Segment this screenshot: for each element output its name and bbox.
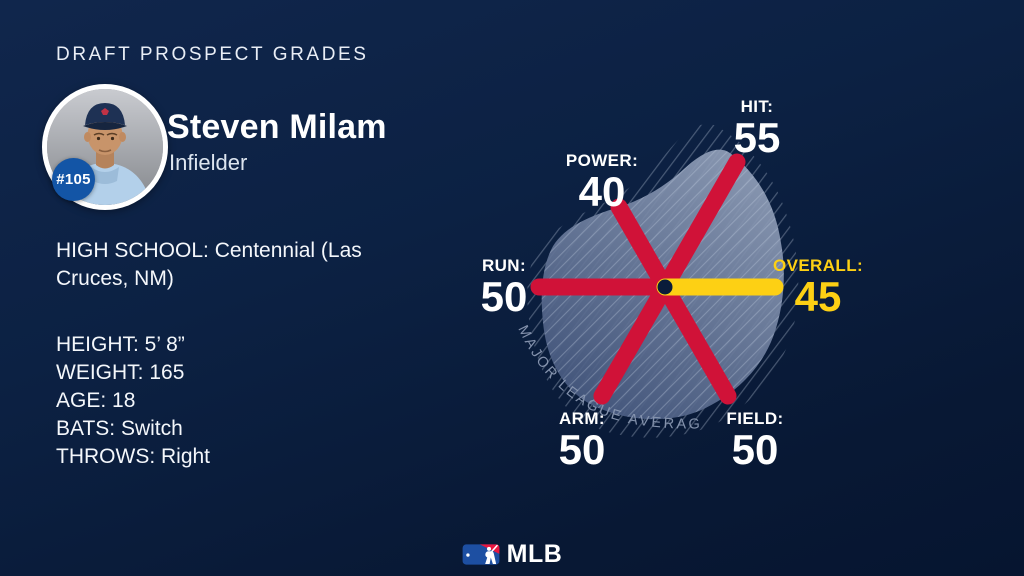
spoke-hit <box>656 153 746 296</box>
spoke-arm <box>593 278 674 405</box>
bio-age: AGE: 18 <box>56 389 136 412</box>
mlb-wordmark: MLB <box>506 540 563 568</box>
draft-rank-badge: #105 <box>52 158 95 201</box>
stat-field-label: FIELD: <box>726 409 784 428</box>
stat-power-value: 40 <box>578 168 626 215</box>
average-blob-hatch <box>527 124 799 438</box>
bio-bats: BATS: Switch <box>56 417 183 440</box>
stat-arm-value: 50 <box>558 426 606 473</box>
stat-run-label: RUN: <box>481 256 527 275</box>
spoke-field <box>656 278 737 405</box>
player-bio: HIGH SCHOOL: Centennial (Las Cruces, NM)… <box>56 237 408 471</box>
cap-logo <box>101 108 109 115</box>
stat-arm-label: ARM: <box>559 409 605 428</box>
page-title: DRAFT PROSPECT GRADES <box>56 44 369 65</box>
mlb-logo-icon <box>462 544 500 565</box>
stat-run: RUN: 50 <box>480 256 528 320</box>
player-position: Infielder <box>169 150 248 175</box>
bio-high-school: HIGH SCHOOL: Centennial (Las Cruces, NM) <box>56 239 362 290</box>
spoke-power <box>610 198 674 296</box>
bio-throws: THROWS: Right <box>56 445 211 468</box>
stat-field-value: 50 <box>731 426 779 473</box>
chart-center-dot <box>657 279 673 295</box>
stat-hit-value: 55 <box>733 114 781 161</box>
stat-arm: ARM: 50 <box>558 409 606 473</box>
bio-weight: WEIGHT: 165 <box>56 361 185 384</box>
stat-power: POWER: 40 <box>565 151 639 215</box>
stat-field: FIELD: 50 <box>726 409 784 473</box>
bio-height: HEIGHT: 5’ 8” <box>56 333 185 356</box>
stat-hit-label: HIT: <box>740 97 774 116</box>
footer: MLB <box>0 540 1024 569</box>
stat-hit: HIT: 55 <box>733 97 781 161</box>
stat-power-label: POWER: <box>565 151 639 170</box>
stat-run-value: 50 <box>480 273 528 320</box>
stat-overall-label: OVERALL: <box>772 256 864 275</box>
player-name: Steven Milam <box>167 108 387 146</box>
stat-overall-value: 45 <box>794 273 842 320</box>
stat-overall: OVERALL: 45 <box>772 256 864 320</box>
